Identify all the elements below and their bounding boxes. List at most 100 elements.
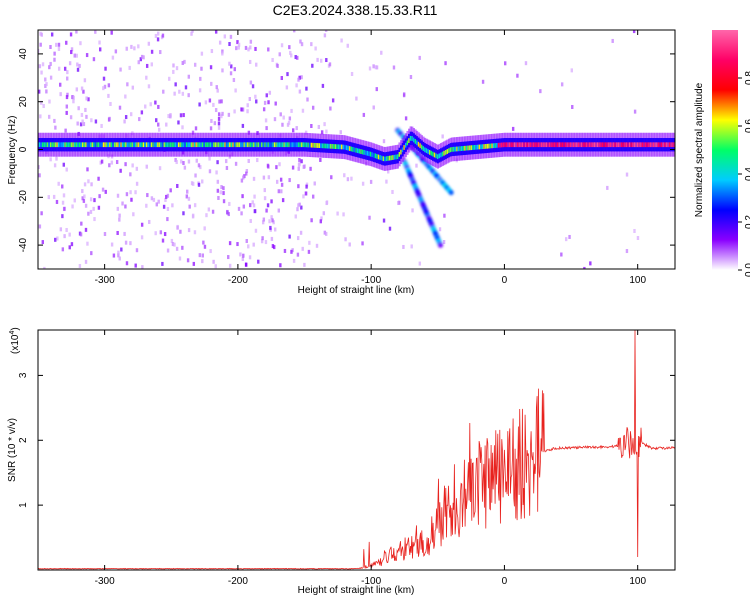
spectrogram-cell	[376, 153, 379, 159]
spectrogram-cell	[545, 142, 548, 148]
spectrogram-cell	[673, 142, 675, 148]
spectrogram-cell	[241, 107, 245, 112]
spectrogram-cell	[406, 140, 409, 146]
spectrogram-cell	[435, 153, 438, 159]
spectrogram-cell	[484, 144, 487, 149]
spectrogram-cell	[288, 116, 292, 121]
spectrogram-cell	[341, 144, 343, 150]
spectrogram-cell	[120, 142, 123, 148]
spectrogram-cell	[648, 142, 650, 148]
spectrogram-cell	[233, 142, 236, 148]
spectrogram-cell	[181, 245, 184, 250]
spectrogram-cell	[297, 142, 300, 148]
spectrogram-cell	[94, 30, 97, 34]
spectrogram-cell	[254, 142, 257, 148]
spectrogram-cell	[209, 142, 212, 148]
spectrogram-cell	[157, 122, 160, 127]
spectrogram-cell	[183, 165, 187, 170]
spectrogram-cell	[76, 121, 79, 126]
spectrogram-cell	[265, 142, 268, 148]
spectrogram-cell	[216, 160, 219, 165]
spectrogram-cell	[254, 46, 257, 51]
spectrogram-cell	[362, 112, 366, 117]
spectrogram-cell	[652, 142, 655, 148]
spectrogram-cell	[70, 142, 73, 148]
spectrogram-cell	[271, 57, 274, 62]
spectrogram-cell	[263, 188, 266, 193]
spectrogram-cell	[313, 142, 316, 148]
spectrogram-cell	[75, 142, 78, 148]
spectrogram-cell	[116, 193, 120, 198]
spectrogram-cell	[342, 212, 345, 217]
spectrogram-cell	[427, 149, 430, 154]
spectrogram-cell	[38, 89, 41, 94]
spectrogram-x-tick-label: 100	[629, 275, 646, 286]
spectrogram-cell	[281, 142, 284, 148]
spectrogram-cell	[301, 108, 305, 113]
spectrogram-cell	[212, 102, 215, 107]
spectrogram-cell	[41, 142, 44, 148]
spectrogram-cell	[397, 154, 399, 160]
spectrogram-cell	[308, 240, 311, 245]
spectrogram-cell	[568, 234, 571, 239]
spectrogram-cell	[518, 142, 521, 148]
spectrogram-cell	[350, 71, 354, 76]
spectrogram-cell	[480, 144, 482, 150]
spectrogram-cell	[641, 142, 644, 148]
spectrogram-cell	[170, 238, 174, 243]
spectrogram-cell	[281, 122, 284, 127]
spectrogram-cell	[442, 240, 446, 245]
spectrogram-cell	[139, 142, 142, 148]
spectrogram-cell	[214, 30, 218, 34]
spectrogram-cell	[667, 142, 670, 148]
spectrogram-cell	[219, 190, 222, 195]
spectrogram-cell	[39, 114, 42, 119]
spectrogram-cell	[298, 202, 301, 207]
spectrogram-cell	[48, 142, 51, 148]
spectrogram-cell	[50, 32, 54, 37]
spectrogram-cell	[188, 204, 191, 209]
spectrogram-cell	[100, 123, 103, 128]
spectrogram-cell	[291, 128, 295, 133]
spectrogram-cell	[329, 106, 332, 111]
spectrogram-cell	[40, 32, 43, 37]
spectrogram-cell	[304, 130, 308, 135]
spectrogram-cell	[208, 156, 211, 161]
spectrogram-cell	[57, 46, 61, 51]
spectrogram-cell	[248, 59, 252, 64]
spectrogram-cell	[110, 142, 113, 148]
spectrogram-cell	[154, 33, 158, 38]
spectrogram-cell	[262, 175, 266, 180]
spectrogram-cell	[103, 232, 107, 237]
spectrogram-cell	[222, 199, 226, 204]
spectrogram-cell	[155, 118, 158, 123]
spectrogram-cell	[112, 253, 116, 258]
spectrogram-cell	[491, 143, 494, 149]
spectrogram-cell	[239, 252, 242, 257]
spectrogram-cell	[593, 142, 596, 148]
spectrogram-cell	[448, 189, 454, 196]
spectrogram-cell	[283, 248, 287, 253]
spectrogram-cell	[240, 211, 243, 216]
spectrogram-cell	[260, 239, 264, 244]
spectrogram-cell	[228, 263, 232, 268]
spectrogram-cell	[40, 100, 43, 105]
spectrogram-cell	[162, 89, 165, 94]
spectrogram-cell	[158, 166, 162, 171]
spectrogram-cell	[157, 127, 161, 132]
spectrogram-cell	[389, 155, 391, 161]
spectrogram-cell	[98, 194, 101, 199]
spectrogram-cell	[187, 159, 191, 164]
spectrogram-cell	[61, 247, 65, 252]
spectrogram-cell	[326, 143, 329, 149]
spectrogram-cell	[603, 142, 606, 148]
spectrogram-cell	[182, 142, 185, 148]
spectrogram-cell	[81, 142, 84, 148]
spectrogram-cell	[194, 173, 197, 178]
spectrogram-cell	[266, 163, 270, 168]
spectrogram-cell	[290, 249, 293, 254]
spectrogram-cell	[524, 61, 528, 66]
spectrogram-cell	[636, 142, 639, 148]
spectrogram-x-ticks: -300 -200 -100 0 100	[95, 30, 646, 286]
spectrogram-cell	[84, 107, 87, 112]
